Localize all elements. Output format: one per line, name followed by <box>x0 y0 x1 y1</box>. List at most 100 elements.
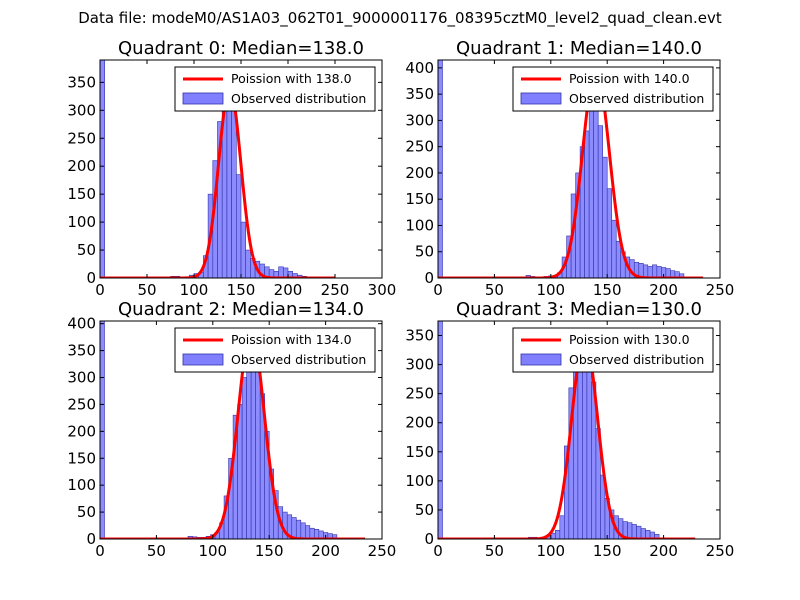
panel-quadrant-0: 0 50 100 150 200 250 300 0 50 100 150 200 250 300 350 Q… <box>67 38 396 299</box>
x-tick-label: 50 <box>485 542 504 560</box>
x-tick-label: 200 <box>649 281 678 299</box>
y-tick-label: 100 <box>405 472 434 490</box>
x-tick-label: 100 <box>536 281 565 299</box>
y-tick-label: 400 <box>405 59 434 77</box>
x-tick-label: 200 <box>311 542 340 560</box>
y-tick-label: 250 <box>67 129 96 147</box>
histogram-bar <box>250 350 256 539</box>
panel-title: Quadrant 1: Median=140.0 <box>456 38 702 59</box>
legend-bar-swatch <box>520 92 562 105</box>
histogram-bar <box>588 104 594 278</box>
y-tick-label: 150 <box>405 190 434 208</box>
panel-quadrant-1: 0 50 100 150 200 250 0 50 100 150 200 250 300 350 400 Q… <box>405 38 734 299</box>
histogram-bar <box>304 525 311 539</box>
x-tick-label: 100 <box>536 542 565 560</box>
y-tick-label: 150 <box>67 449 96 467</box>
histogram-bar <box>631 524 637 539</box>
histogram-bar <box>236 174 242 278</box>
y-tick-label: 200 <box>405 164 434 182</box>
panel-quadrant-3: 0 50 100 150 200 250 0 50 100 150 200 250 300 350 Quad… <box>405 299 734 560</box>
x-tick-label: 150 <box>255 542 284 560</box>
x-tick-label: 50 <box>485 281 504 299</box>
legend-label-observed: Observed distribution <box>569 91 704 106</box>
poisson-fit-line <box>100 329 366 539</box>
y-tick-label: 200 <box>67 157 96 175</box>
y-tick-label: 350 <box>405 327 434 345</box>
legend: Poission with 140.0 Observed distribution <box>512 66 714 112</box>
x-tick-label: 100 <box>198 542 227 560</box>
histogram-bar <box>602 156 608 278</box>
y-tick-label: 300 <box>67 369 96 387</box>
histogram-bar <box>606 188 613 278</box>
panel-title: Quadrant 3: Median=130.0 <box>456 299 702 320</box>
x-tick-label: 50 <box>147 542 166 560</box>
y-tick-label: 0 <box>424 269 434 287</box>
y-tick-label: 350 <box>405 85 434 103</box>
poisson-fit-line <box>438 67 704 278</box>
y-tick-label: 300 <box>405 111 434 129</box>
y-tick-label: 200 <box>405 414 434 432</box>
legend-label-poisson: Poission with 134.0 <box>231 332 352 347</box>
legend: Poission with 134.0 Observed distribution <box>174 327 376 373</box>
y-tick-label: 350 <box>67 342 96 360</box>
x-tick-label: 150 <box>593 281 622 299</box>
histogram-bar <box>100 321 105 539</box>
x-tick-label: 0 <box>433 542 443 560</box>
y-tick-label: 300 <box>405 356 434 374</box>
histogram-bar <box>332 534 338 539</box>
y-tick-label: 150 <box>67 185 96 203</box>
legend-bar-swatch <box>182 92 224 105</box>
histogram-bar <box>231 110 237 278</box>
y-tick-label: 50 <box>415 501 434 519</box>
histogram-bar <box>640 528 646 539</box>
y-tick-label: 300 <box>67 101 96 119</box>
x-tick-label: 0 <box>95 281 105 299</box>
x-tick-label: 0 <box>95 542 105 560</box>
legend-label-poisson: Poission with 130.0 <box>569 332 690 347</box>
figure-suptitle: Data file: modeM0/AS1A03_062T01_90000011… <box>78 9 722 27</box>
x-tick-label: 250 <box>706 281 735 299</box>
histogram-bar <box>627 522 633 539</box>
y-tick-label: 50 <box>77 241 96 259</box>
legend: Poission with 138.0 Observed distribution <box>174 66 376 112</box>
x-tick-label: 100 <box>180 281 209 299</box>
legend-label-observed: Observed distribution <box>231 91 366 106</box>
y-tick-label: 0 <box>86 530 96 548</box>
x-tick-label: 250 <box>368 542 397 560</box>
poisson-fit-line <box>100 86 335 278</box>
y-tick-label: 150 <box>405 443 434 461</box>
histogram-bar <box>246 355 252 539</box>
panel-quadrant-2: 0 50 100 150 200 250 0 50 100 150 200 250 300 350 400 Q… <box>67 299 396 560</box>
axes-frame <box>437 320 721 540</box>
legend-label-poisson: Poission with 138.0 <box>231 71 352 86</box>
histogram-bar <box>593 99 599 278</box>
legend-label-observed: Observed distribution <box>569 352 704 367</box>
histogram-bar <box>652 264 658 278</box>
legend-bar-swatch <box>182 353 224 366</box>
legend-bar-swatch <box>520 353 562 366</box>
histogram-bar <box>642 264 649 278</box>
x-tick-label: 200 <box>649 542 678 560</box>
y-tick-label: 100 <box>405 216 434 234</box>
histogram-bar <box>636 525 642 539</box>
histogram-bar <box>584 130 590 278</box>
y-tick-label: 100 <box>67 476 96 494</box>
histogram-bar <box>100 60 105 278</box>
x-tick-label: 250 <box>321 281 350 299</box>
histogram-bar <box>615 240 622 278</box>
histogram-bar <box>577 370 583 539</box>
histogram-bar <box>438 321 443 539</box>
histogram-bar <box>300 522 306 539</box>
y-tick-label: 250 <box>67 395 96 413</box>
histogram-bar <box>656 266 662 278</box>
legend-label-poisson: Poission with 140.0 <box>569 71 690 86</box>
histogram-bar <box>255 361 261 539</box>
x-tick-label: 50 <box>137 281 156 299</box>
histogram-bar <box>245 249 251 278</box>
histogram-bar <box>586 352 592 539</box>
histogram-bar <box>291 517 297 539</box>
x-tick-label: 0 <box>433 281 443 299</box>
y-tick-label: 50 <box>415 243 434 261</box>
histogram-bar <box>278 266 284 278</box>
